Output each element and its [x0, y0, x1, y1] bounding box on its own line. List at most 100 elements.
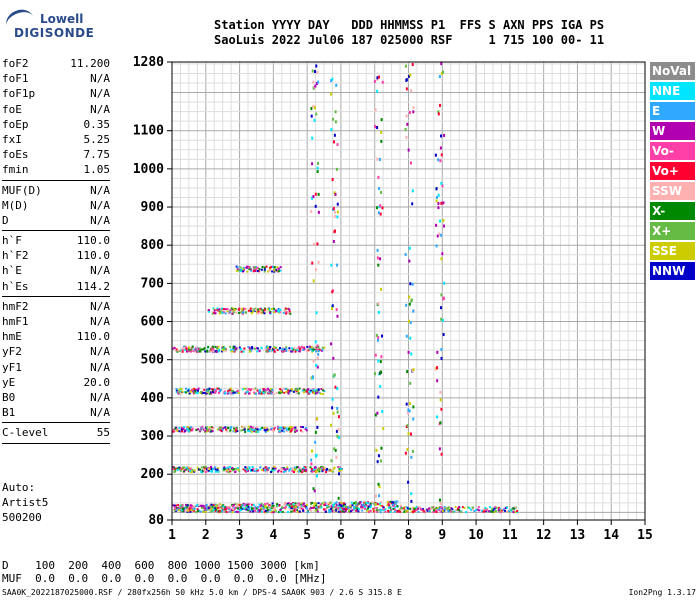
echo-point: [204, 430, 207, 433]
echo-point: [313, 118, 316, 122]
echo-point: [264, 466, 267, 469]
echo-point: [214, 508, 217, 511]
echo-point: [190, 350, 193, 353]
echo-point: [321, 465, 324, 468]
echo-point: [207, 428, 210, 431]
echo-point: [274, 310, 277, 313]
echo-point: [213, 389, 216, 392]
echo-point: [334, 192, 337, 196]
echo-point: [332, 239, 335, 243]
echo-point: [303, 505, 306, 508]
auto-version: 500200: [2, 511, 42, 524]
echo-point: [315, 363, 318, 367]
echo-point: [354, 507, 357, 510]
echo-point: [404, 128, 407, 132]
echo-point: [207, 469, 210, 472]
echo-point: [323, 503, 326, 506]
echo-point: [293, 428, 296, 431]
echo-point: [199, 392, 202, 395]
echo-point: [275, 505, 278, 508]
echo-point: [200, 390, 203, 393]
echo-point: [222, 346, 225, 349]
echo-point: [269, 388, 272, 391]
echo-point: [310, 507, 313, 510]
echo-point: [440, 293, 443, 297]
echo-point: [247, 425, 250, 428]
echo-point: [428, 508, 431, 511]
echo-point: [254, 307, 257, 310]
echo-point: [241, 504, 244, 507]
echo-point: [180, 505, 183, 508]
echo-point: [438, 447, 441, 451]
echo-point: [255, 468, 258, 471]
echo-point: [247, 469, 250, 472]
echo-point: [347, 506, 350, 509]
echo-point: [304, 428, 307, 431]
echo-point: [185, 508, 188, 511]
echo-point: [336, 314, 339, 318]
param-row: M(D) N/A: [2, 198, 110, 213]
echo-point: [312, 389, 315, 392]
echo-point: [505, 510, 508, 513]
param-row: C-level 55: [2, 425, 110, 440]
echo-point: [441, 318, 444, 322]
echo-point: [435, 195, 438, 199]
echo-point: [336, 202, 339, 206]
echo-point: [227, 390, 230, 393]
echo-point: [320, 467, 323, 470]
echo-point: [206, 468, 209, 471]
echo-point: [210, 430, 213, 433]
echo-point: [283, 430, 286, 433]
echo-point: [214, 509, 217, 512]
param-value: N/A: [90, 198, 110, 212]
echo-point: [208, 470, 211, 473]
echo-point: [202, 505, 205, 508]
echo-point: [293, 508, 296, 511]
echo-point: [452, 510, 455, 513]
echo-point: [377, 359, 380, 363]
echo-point: [219, 506, 222, 509]
echo-point: [373, 80, 376, 84]
echo-point: [332, 356, 335, 360]
echo-point: [228, 507, 231, 510]
echo-point: [270, 510, 273, 513]
echo-point: [359, 501, 362, 504]
echo-point: [317, 388, 320, 392]
echo-point: [190, 347, 193, 350]
echo-point: [442, 333, 445, 337]
echo-point: [302, 346, 305, 349]
echo-point: [271, 468, 274, 471]
param-value: 11.200: [70, 57, 110, 70]
echo-point: [257, 430, 260, 433]
echo-point: [304, 505, 307, 508]
echo-point: [192, 390, 195, 393]
echo-point: [314, 204, 317, 208]
echo-point: [337, 427, 340, 431]
echo-point: [336, 215, 339, 219]
echo-point: [408, 246, 411, 250]
echo-point: [342, 504, 345, 507]
echo-point: [219, 310, 222, 313]
echo-point: [312, 388, 315, 391]
echo-point: [282, 311, 285, 314]
echo-point: [185, 387, 188, 390]
echo-point: [334, 229, 337, 233]
echo-point: [404, 510, 407, 513]
echo-point: [338, 467, 341, 470]
echo-point: [314, 502, 317, 505]
echo-point: [205, 430, 208, 433]
echo-point: [453, 510, 456, 513]
echo-point: [302, 466, 305, 469]
echo-point: [317, 467, 320, 470]
echo-point: [189, 468, 192, 471]
echo-point: [196, 508, 199, 511]
echo-point: [311, 136, 314, 140]
echo-point: [436, 366, 439, 370]
echo-point: [223, 468, 226, 471]
echo-point: [290, 506, 293, 509]
echo-point: [224, 350, 227, 353]
echo-point: [436, 234, 439, 238]
echo-point: [368, 505, 371, 508]
echo-point: [435, 509, 438, 512]
echo-point: [333, 502, 336, 505]
